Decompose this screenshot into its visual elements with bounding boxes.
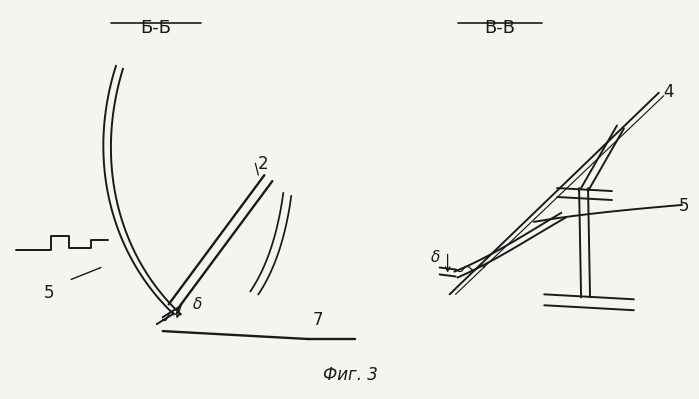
Text: δ: δ — [431, 250, 440, 265]
Text: 5: 5 — [679, 197, 689, 215]
Text: Фиг. 3: Фиг. 3 — [322, 366, 377, 384]
Text: В-В: В-В — [484, 19, 515, 37]
Text: 7: 7 — [313, 311, 324, 329]
Text: 4: 4 — [664, 83, 675, 101]
Text: δ: δ — [193, 297, 202, 312]
Text: Б-Б: Б-Б — [140, 19, 171, 37]
Text: 2: 2 — [258, 155, 268, 173]
Text: 5: 5 — [44, 284, 55, 302]
